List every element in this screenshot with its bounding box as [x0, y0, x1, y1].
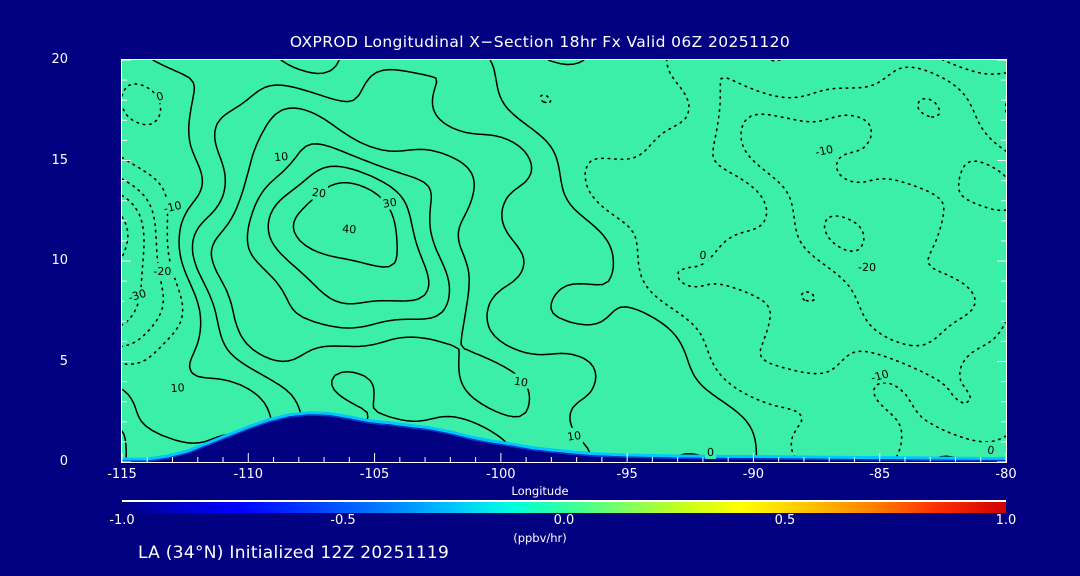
y-tick-label: 15: [51, 152, 68, 168]
y-tick-label: 20: [51, 52, 68, 67]
contour-label: -10: [869, 367, 890, 384]
x-tick-label: -105: [359, 467, 390, 482]
contour-canvas: 0 10 20 30 40 -10 -20 -30 10 10 10 0 -10 -20 -10 0 0: [122, 60, 1006, 462]
contour-label: 0: [986, 443, 995, 457]
contour-label: 40: [342, 222, 357, 236]
colorbar-tick-label: 0.5: [774, 513, 796, 528]
colorbar-units: (ppbv/hr): [513, 531, 567, 545]
contour-label: 10: [170, 381, 185, 395]
x-tick-label: -80: [995, 467, 1017, 482]
contour-label: -20: [858, 261, 876, 274]
y-tick-label: 10: [51, 253, 68, 268]
contour-line-40: [267, 165, 430, 305]
contour-label-bg: [985, 441, 997, 457]
x-tick-label: -90: [742, 467, 765, 482]
page-title: OXPROD Longitudinal X−Section 18hr Fx Va…: [289, 33, 791, 51]
x-axis-label: Longitude: [511, 484, 569, 498]
colorbar-tick-label: 1.0: [995, 513, 1017, 528]
contour-label: 0: [155, 89, 166, 104]
contour-label: 10: [513, 375, 529, 390]
plot-area: 0 10 20 30 40 -10 -20 -30 10 10 10 0 -10 -20 -10 0 0: [122, 60, 1006, 462]
x-tick-label: -115: [107, 467, 137, 482]
terrain-mask: [122, 411, 1006, 462]
contour-label: 30: [382, 196, 398, 211]
x-tick-label: -85: [869, 467, 891, 482]
contour-label-bg: [697, 246, 709, 262]
contour-line-0: [122, 60, 967, 462]
contour-label: 10: [274, 150, 289, 164]
contour-label-bg: [854, 259, 880, 275]
contour-label-bg: [340, 220, 359, 236]
contour-label-bg: [310, 184, 329, 200]
contour-label-bg: [272, 148, 291, 164]
y-tick-label: 0: [59, 454, 68, 469]
contour-line-30: [246, 143, 451, 329]
contour-label-bg: [160, 198, 186, 214]
contour-label-bg: [380, 194, 399, 210]
contour-label-bg: [154, 88, 166, 104]
contour-label-bg: [867, 367, 893, 383]
colorbar-tick-label: -0.5: [330, 513, 356, 528]
x-tick-label: -95: [616, 467, 638, 482]
contour-label-bg: [512, 373, 531, 389]
contour-line--10: [122, 60, 1006, 462]
terrain-edge-highlight: [122, 411, 1006, 461]
colorbar-tick-label: -1.0: [109, 513, 135, 528]
colorbar: [122, 500, 1006, 513]
contour-labels: 0 10 20 30 40 -10 -20 -30 10 10 10 0 -10 -20 -10 0 0: [124, 88, 997, 459]
x-tick-label: -100: [486, 467, 516, 482]
footer-caption: LA (34°N) Initialized 12Z 20251119: [138, 543, 450, 563]
y-tick-label: 5: [59, 353, 68, 369]
contour-label-bg: [124, 287, 150, 303]
contour-label: 20: [311, 186, 327, 201]
contour-label-bg: [704, 443, 716, 459]
contour-label-bg: [149, 263, 175, 279]
contour-label: -10: [162, 199, 182, 216]
contour-label: -30: [127, 287, 148, 305]
contour-line-10: [191, 68, 597, 462]
contour-label: 0: [699, 249, 707, 263]
contour-label: 10: [566, 429, 582, 444]
contour-label-bg: [811, 142, 837, 158]
colorbar-tick-label: 0.0: [553, 513, 575, 528]
contour-line-50: [292, 182, 398, 268]
contour-line--40: [122, 214, 865, 259]
contour-label-bg: [168, 379, 187, 395]
terrain-fill: [122, 412, 1006, 462]
contour-label-bg: [565, 427, 584, 443]
contour-label: -10: [814, 143, 834, 159]
contour-svg: 0 10 20 30 40 -10 -20 -30 10 10 10 0 -10 -20 -10 0 0: [122, 60, 1006, 462]
x-tick-label: -110: [233, 467, 264, 482]
axis-tick-marks: [122, 60, 1006, 462]
contour-label: 0: [707, 446, 715, 459]
contour-label: -20: [153, 265, 171, 278]
positive-contours: [122, 60, 967, 462]
terrain-edge-shadow: [122, 414, 1006, 462]
contour-line--30: [122, 97, 1006, 347]
contour-line-20: [210, 107, 531, 418]
